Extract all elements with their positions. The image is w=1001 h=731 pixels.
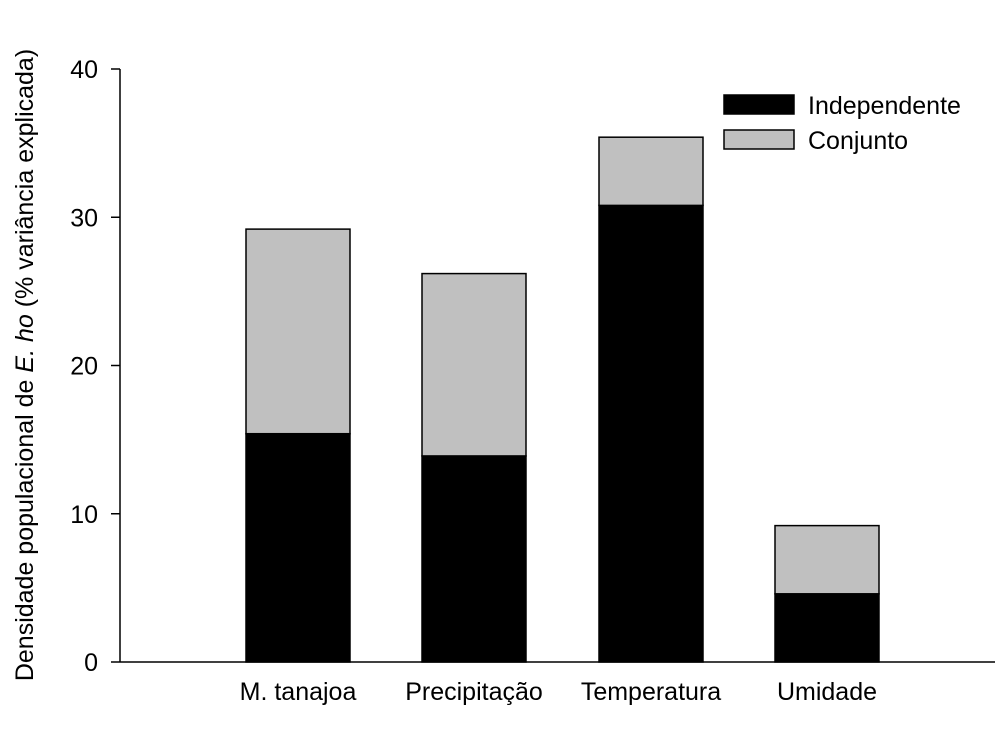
legend-label: Conjunto (808, 127, 908, 155)
y-axis-label: Densidade populacional de E. ho (% variâ… (11, 49, 39, 681)
x-tick-label: Umidade (777, 678, 877, 706)
y-tick-label: 0 (84, 649, 98, 677)
bar-conjunto (774, 524, 880, 595)
legend-label: Independente (808, 92, 961, 120)
y-tick-label: 10 (70, 501, 98, 529)
bar-conjunto (598, 136, 704, 207)
y-axis-label-part: Densidade populacional de (11, 373, 39, 682)
legend-swatch (723, 129, 795, 150)
y-axis-label-part: E. ho (11, 314, 39, 372)
bar-independente (421, 455, 527, 663)
legend-swatch (723, 94, 795, 115)
bar-conjunto (245, 228, 351, 435)
y-tick-label: 40 (70, 56, 98, 84)
bar-conjunto (421, 272, 527, 457)
y-ticks: 0 10 20 30 40 (70, 56, 120, 677)
y-axis-label-part: (% variância explicada) (11, 49, 39, 314)
bar-independente (245, 432, 351, 663)
y-tick-label: 30 (70, 204, 98, 232)
y-tick-label: 20 (70, 353, 98, 381)
legend: Independente Conjunto (723, 92, 961, 155)
x-tick-labels: M. tanajoa Precipitação Temperatura Umidade (240, 678, 877, 706)
x-tick-label: M. tanajoa (240, 678, 357, 706)
x-tick-label: Temperatura (581, 678, 721, 706)
bar-independente (598, 204, 704, 663)
bars (245, 136, 880, 663)
bar-independente (774, 593, 880, 663)
x-tick-label: Precipitação (405, 678, 543, 706)
